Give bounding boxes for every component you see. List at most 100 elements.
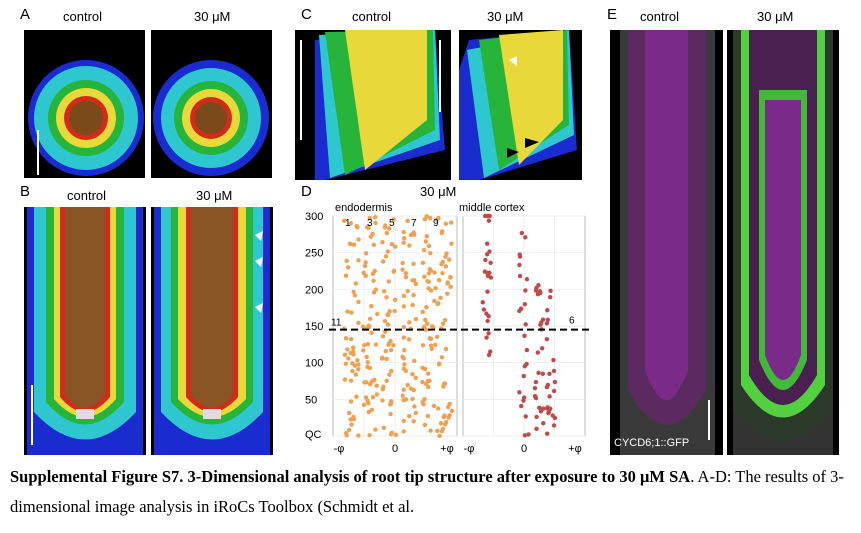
- cortex-point: [486, 331, 491, 336]
- endodermis-point: [401, 324, 407, 330]
- endodermis-point: [373, 214, 378, 220]
- y-tick-5: 50: [305, 394, 317, 406]
- endodermis-subtitle: endodermis: [335, 202, 393, 214]
- endodermis-point: [432, 298, 437, 304]
- endodermis-point: [356, 362, 361, 367]
- scatter-chart-svg: endodermis middle cortex -φ 0 +φ -φ 0 +φ 300 250 2…: [305, 202, 591, 455]
- endodermis-point: [356, 258, 361, 263]
- cortex-point: [532, 394, 538, 399]
- cortex-point: [548, 406, 553, 411]
- cortex-point: [522, 433, 528, 438]
- panel-e-treated-title: 30 μM: [757, 9, 794, 24]
- cortex-point: [485, 289, 490, 294]
- endodermis-point: [429, 346, 434, 351]
- endodermis-point: [343, 361, 349, 367]
- endodermis-point: [381, 425, 387, 430]
- endodermis-point: [373, 287, 379, 292]
- cortex-point: [544, 321, 550, 326]
- endodermis-point: [366, 409, 371, 415]
- cortex-point: [486, 218, 492, 223]
- endodermis-point: [443, 254, 448, 259]
- endodermis-point: [413, 281, 419, 287]
- endodermis-point: [411, 419, 416, 424]
- cortex-point: [544, 337, 550, 342]
- x-tick-0-1: 0: [392, 443, 398, 455]
- middle-cortex-subtitle: middle cortex: [459, 202, 525, 214]
- endodermis-point: [420, 260, 426, 265]
- cortex-point: [519, 403, 524, 409]
- endodermis-point: [364, 380, 369, 385]
- endodermis-point: [410, 396, 415, 402]
- endodermis-point: [413, 316, 419, 322]
- cortex-point: [485, 318, 490, 324]
- endodermis-point: [385, 249, 391, 254]
- cortex-point: [517, 308, 522, 314]
- cortex-point: [521, 395, 527, 400]
- cortex-point: [486, 352, 492, 358]
- endodermis-point: [348, 378, 354, 383]
- panel-e-treated-image: [727, 30, 839, 455]
- endodermis-point: [371, 242, 377, 248]
- endodermis-point: [435, 428, 440, 434]
- endodermis-point: [401, 418, 406, 424]
- panel-a-letter: A: [20, 6, 31, 23]
- panel-c-letter: C: [301, 6, 312, 23]
- cortex-point: [547, 295, 553, 300]
- endodermis-point: [400, 267, 405, 272]
- endodermis-point: [366, 323, 371, 328]
- cortex-point: [545, 308, 550, 313]
- endodermis-point: [442, 381, 448, 386]
- endodermis-point: [428, 216, 433, 221]
- endodermis-point: [348, 399, 354, 404]
- x-tick-0-2: +φ: [440, 443, 454, 455]
- endodermis-point: [384, 378, 389, 384]
- cortex-point: [551, 423, 557, 428]
- cortex-point: [522, 302, 527, 307]
- endodermis-point: [388, 347, 394, 353]
- endodermis-point: [381, 259, 386, 264]
- y-tick-3: 150: [305, 321, 323, 333]
- endodermis-point: [389, 430, 395, 435]
- endodermis-point: [362, 263, 368, 269]
- cortex-point: [545, 382, 551, 388]
- endodermis-point: [440, 426, 446, 432]
- cortex-point: [523, 235, 528, 240]
- cortex-point: [523, 414, 528, 419]
- endodermis-point: [346, 356, 351, 361]
- endodermis-point: [351, 289, 356, 295]
- cortex-point: [541, 421, 546, 426]
- cortex-point: [482, 269, 488, 274]
- endodermis-point: [428, 428, 433, 433]
- panel-b-treated-image: [151, 207, 273, 455]
- endodermis-point: [436, 301, 441, 306]
- endodermis-point: [411, 387, 416, 393]
- x-tick-1-2: +φ: [568, 443, 582, 455]
- endodermis-point: [356, 367, 361, 372]
- cortex-point: [485, 213, 490, 219]
- endodermis-point: [449, 408, 455, 413]
- endodermis-point: [343, 336, 349, 341]
- endodermis-point: [363, 395, 369, 400]
- endodermis-point: [442, 413, 447, 418]
- cortex-point: [551, 388, 557, 394]
- endodermis-point: [411, 261, 416, 267]
- endodermis-point: [422, 396, 427, 402]
- cortex-point: [526, 432, 531, 437]
- endodermis-point: [428, 251, 433, 256]
- cortex-point: [523, 322, 528, 327]
- cortex-point: [546, 410, 551, 416]
- endodermis-point: [421, 402, 426, 407]
- endodermis-point: [433, 285, 438, 291]
- caption-rest: . A-D: The results of 3-dimensional imag…: [10, 467, 844, 516]
- chart-area: endodermis middle cortex -φ 0 +φ -φ 0 +φ 300 250 2…: [301, 200, 601, 460]
- cortex-point: [483, 257, 488, 263]
- endodermis-point: [422, 422, 428, 428]
- endodermis-point: [432, 342, 438, 348]
- endodermis-point: [383, 254, 389, 259]
- y-tick-4: 100: [305, 358, 323, 370]
- endodermis-point: [373, 220, 378, 226]
- cortex-point: [484, 241, 490, 246]
- endodermis-point: [342, 352, 348, 358]
- endodermis-point: [420, 309, 425, 315]
- endodermis-point: [350, 368, 355, 374]
